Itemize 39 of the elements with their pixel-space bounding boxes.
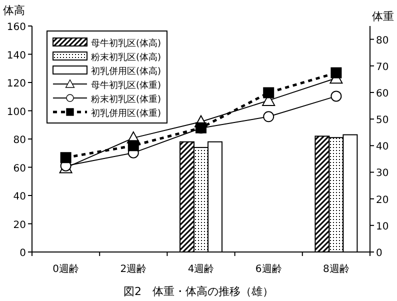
y2-tick-label: 40: [376, 142, 389, 153]
point: [263, 111, 274, 122]
y-tick-label: 100: [6, 106, 26, 118]
y2-tick-label: 10: [376, 221, 389, 232]
legend-label: 初乳併用区(体重): [91, 108, 162, 119]
y-tick-label: 140: [6, 50, 26, 62]
legend-label: 母牛初乳区(体高): [91, 38, 162, 49]
point: [330, 67, 342, 78]
y2-tick-label: 80: [376, 35, 389, 46]
x-tick-label: 6週齢: [255, 263, 282, 275]
y2-axis-title: 体重: [372, 10, 394, 23]
y-tick-label: 120: [6, 78, 26, 90]
y-tick-label: 0: [20, 248, 26, 259]
x-tick-label: 8週齢: [323, 263, 350, 275]
legend-label: 初乳併用区(体高): [91, 66, 162, 77]
point: [60, 152, 72, 164]
y-tick-label: 40: [13, 192, 26, 202]
legend-label: 母牛初乳区(体重): [91, 80, 162, 91]
x-tick-label: 2週齢: [120, 263, 147, 275]
y-axis-title: 体高: [3, 4, 25, 17]
y-tick-label: 20: [13, 220, 26, 231]
x-tick-label: 0週齢: [52, 263, 79, 275]
point: [263, 87, 274, 98]
x-tick-label: 4週齢: [188, 263, 214, 275]
y2-tick-label: 50: [376, 115, 389, 126]
y2-tick-label: 20: [376, 194, 389, 206]
bar: [328, 137, 344, 252]
y2-tick-label: 70: [376, 62, 389, 73]
point: [128, 140, 139, 152]
y2-tick-label: 30: [376, 168, 389, 180]
y2-tick-label: 60: [376, 88, 389, 100]
text: 図2 体重・体高の推移（雄）: [124, 285, 274, 298]
point: [330, 90, 342, 102]
y-tick-label: 160: [6, 22, 26, 33]
legend-label: 粉末初乳区(体重): [91, 94, 162, 105]
legend-label: 粉末初乳区(体高): [91, 52, 162, 63]
y2-tick-label: 0: [376, 248, 382, 259]
y-tick-label: 80: [13, 135, 26, 146]
y-tick-label: 60: [13, 163, 26, 174]
